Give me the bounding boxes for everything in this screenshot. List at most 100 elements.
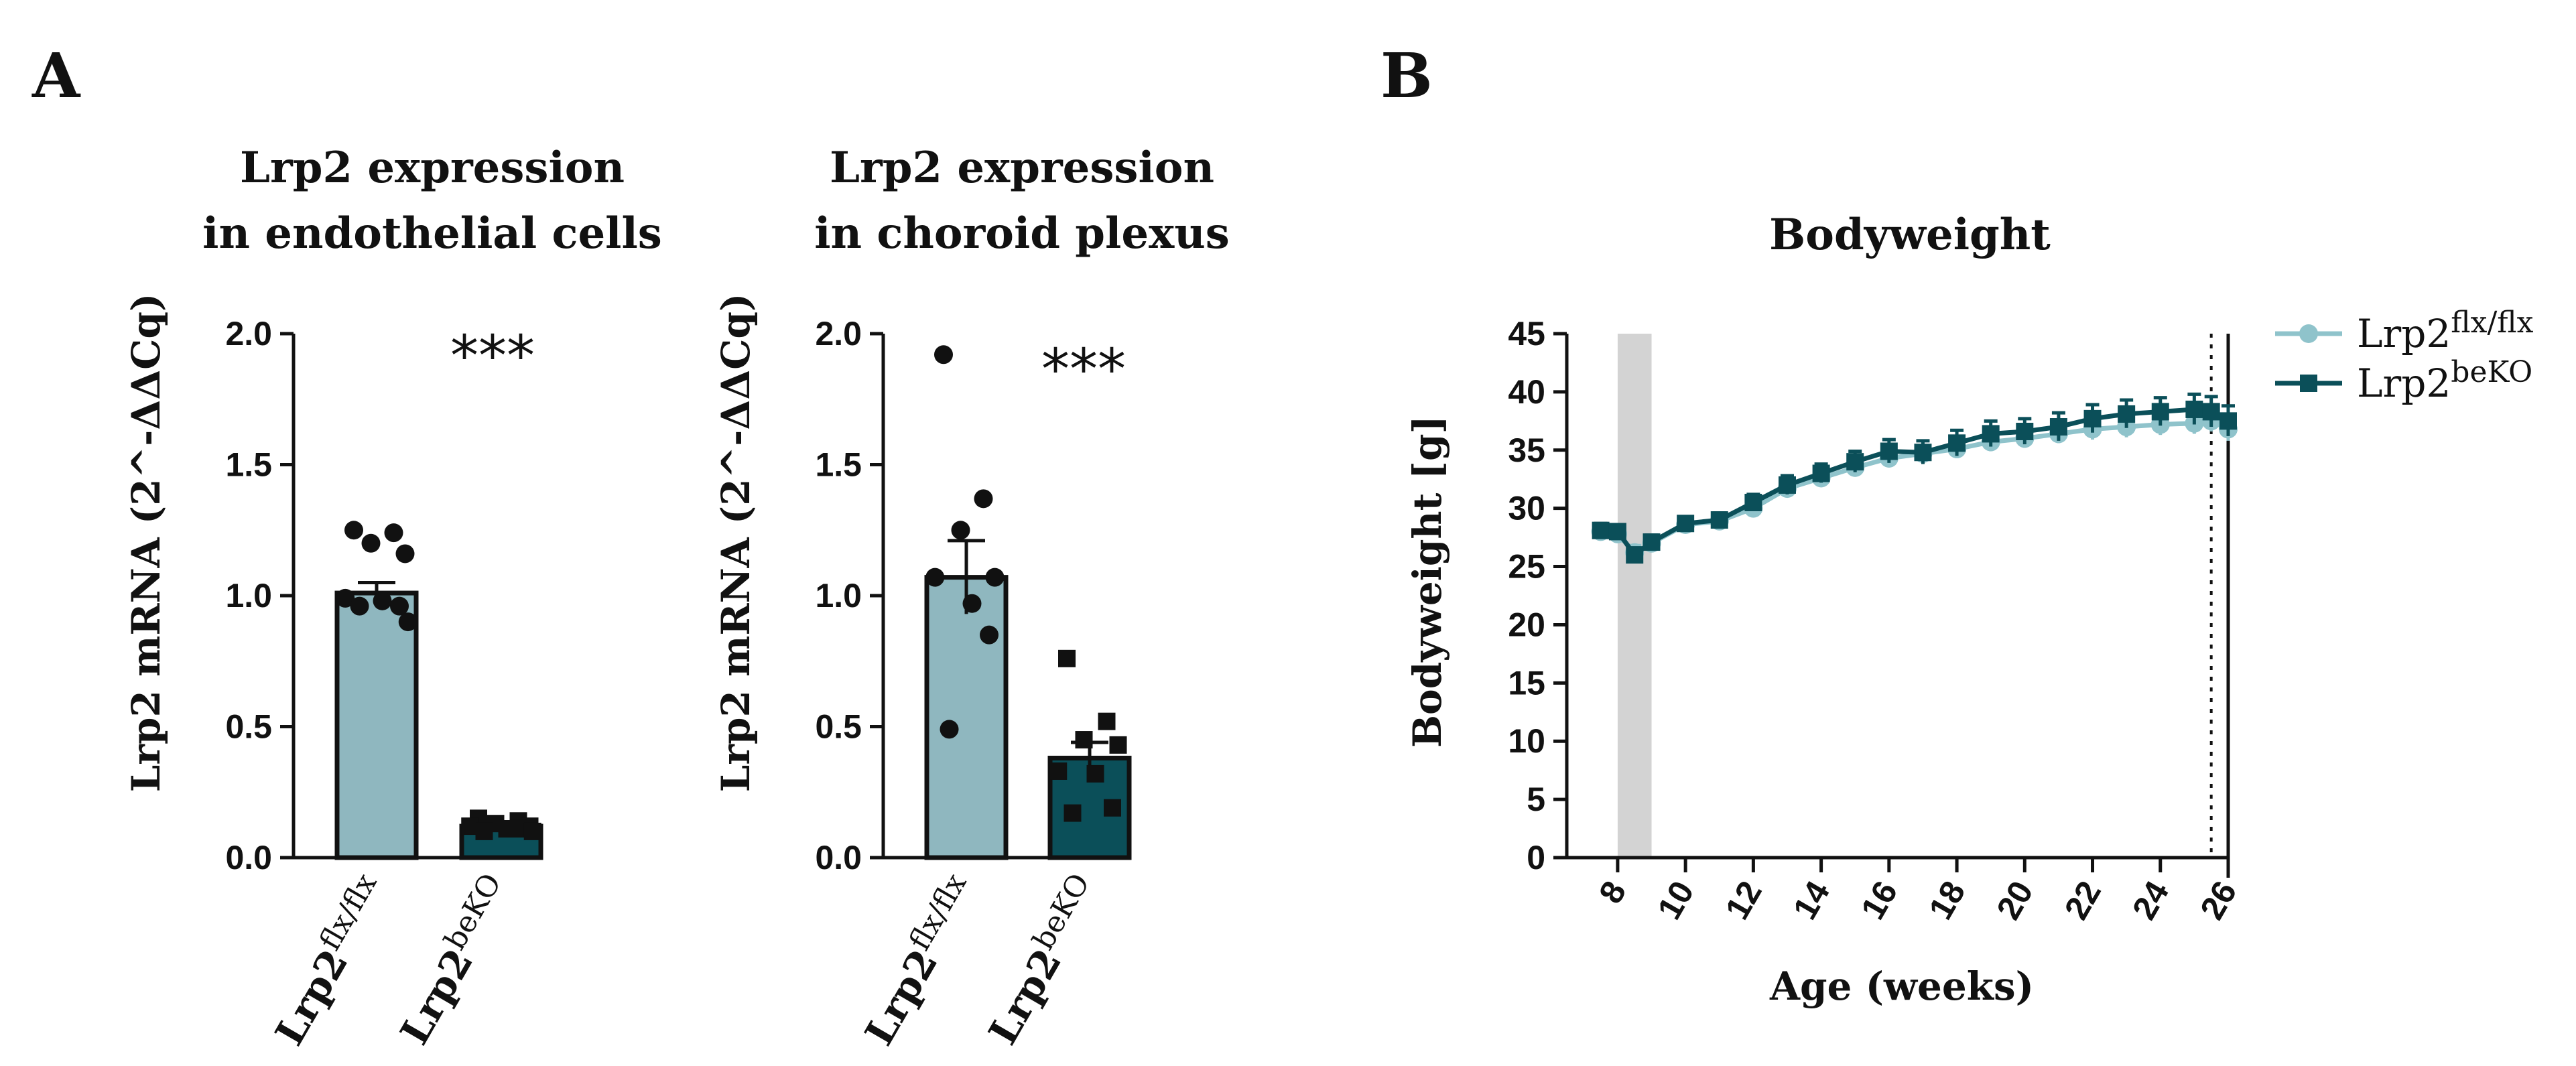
data-point (980, 625, 999, 645)
x-tick-label: Lrp2beKO (387, 868, 523, 1052)
y-axis-title: Lrp2 mRNA (2^-ΔΔCq) (713, 293, 759, 793)
data-point (384, 523, 403, 543)
legend-marker (2300, 375, 2317, 392)
data-point (350, 596, 369, 616)
data-point (1914, 444, 1932, 462)
data-point (1812, 464, 1830, 482)
legend-marker (2299, 324, 2318, 343)
data-point (1779, 476, 1796, 494)
data-point (1846, 453, 1864, 471)
significance-marker: *** (450, 323, 535, 389)
y-tick-label: 30 (1508, 490, 1545, 527)
x-tick-label: 18 (1921, 875, 1972, 926)
data-point (934, 345, 953, 364)
chart-title-line1: Lrp2 expression (830, 143, 1214, 193)
y-axis-title: Bodyweight [g] (1405, 415, 1450, 748)
data-point (1592, 521, 1610, 539)
data-point (2202, 403, 2220, 421)
y-tick-label: 5 (1527, 781, 1545, 818)
y-tick-label: 1.0 (225, 577, 272, 614)
data-point (2118, 405, 2136, 423)
data-point (390, 596, 409, 616)
y-tick-label: 2.0 (225, 315, 272, 352)
y-tick-label: 0.5 (815, 708, 862, 746)
x-tick-label: 8 (1592, 875, 1633, 910)
x-tick-label: 24 (2125, 874, 2176, 925)
data-point (1643, 533, 1661, 551)
x-tick-label: 12 (1718, 875, 1769, 926)
x-tick-label: 10 (1650, 875, 1701, 926)
data-point (398, 612, 417, 632)
y-tick-label: 25 (1508, 548, 1545, 586)
y-tick-label: 20 (1508, 606, 1545, 643)
x-tick-label: 16 (1854, 875, 1905, 926)
data-point (2083, 409, 2102, 427)
data-point (361, 533, 381, 553)
data-point (373, 591, 392, 610)
chart-title-line1: Lrp2 expression (240, 143, 625, 193)
data-point (1626, 546, 1644, 564)
bar-chart-choroid: Lrp2 expression in choroid plexus Lrp2 m… (713, 143, 1230, 1053)
data-point (1058, 649, 1076, 667)
data-point (1744, 493, 1762, 511)
x-axis-title: Age (weeks) (1769, 963, 2034, 1009)
y-tick-label: 15 (1508, 664, 1545, 702)
data-point (2049, 418, 2067, 436)
y-tick-label: 0.0 (225, 839, 272, 876)
data-point (523, 822, 541, 840)
data-point (1880, 442, 1898, 460)
data-point (925, 568, 945, 587)
data-point (2016, 422, 2034, 440)
data-point (1049, 762, 1068, 780)
data-point (475, 822, 493, 840)
data-point (1608, 523, 1626, 541)
x-tick-label: 22 (2057, 875, 2108, 926)
data-point (2219, 412, 2237, 430)
series-line (1600, 407, 2230, 559)
y-axis-title: Lrp2 mRNA (2^-ΔΔCq) (123, 293, 169, 793)
x-tick-label: Lrp2beKO (975, 868, 1111, 1052)
data-point (1948, 434, 1966, 452)
data-point (336, 588, 355, 608)
x-tick-label: 14 (1786, 874, 1837, 925)
y-tick-label: 2.0 (815, 315, 862, 352)
y-tick-label: 1.5 (815, 446, 862, 484)
bar (334, 590, 419, 860)
line-chart-bodyweight: Bodyweight Bodyweight [g] Age (weeks) 0 5… (1405, 210, 2534, 1009)
chart-title-line2: in choroid plexus (814, 208, 1230, 259)
chart-title: Bodyweight (1769, 210, 2051, 260)
data-point (1982, 425, 2000, 443)
data-point (974, 489, 993, 509)
data-point (2185, 400, 2203, 418)
y-tick-label: 1.0 (815, 577, 862, 614)
data-point (1710, 511, 1728, 529)
y-tick-label: 10 (1508, 722, 1545, 760)
panel-a-label: A (31, 40, 81, 112)
data-point (1064, 804, 1082, 822)
data-point (2151, 403, 2169, 421)
y-tick-label: 0.5 (225, 708, 272, 746)
data-point (962, 594, 982, 613)
data-point (1086, 764, 1104, 783)
data-point (951, 521, 970, 540)
data-point (498, 819, 516, 838)
data-point (940, 720, 959, 739)
y-tick-label: 1.5 (225, 446, 272, 484)
panel-b-label: B (1380, 40, 1433, 112)
bar-chart-endothelial: Lrp2 expression in endothelial cells Lrp… (123, 143, 662, 1053)
data-point (344, 521, 363, 540)
y-tick-label: 0.0 (815, 839, 862, 876)
x-tick-label: 20 (1990, 875, 2041, 926)
y-tick-label: 35 (1508, 431, 1545, 469)
data-point (395, 544, 415, 563)
chart-title-line2: in endothelial cells (202, 208, 662, 259)
legend-label: Lrp2beKO (2357, 355, 2532, 406)
legend-label: Lrp2flx/flx (2357, 306, 2534, 356)
data-point (1104, 799, 1121, 817)
data-point (1677, 515, 1695, 533)
data-point (985, 568, 1005, 587)
y-tick-label: 0 (1527, 839, 1545, 876)
x-tick-label: 26 (2193, 875, 2244, 926)
series-line (1600, 418, 2230, 556)
